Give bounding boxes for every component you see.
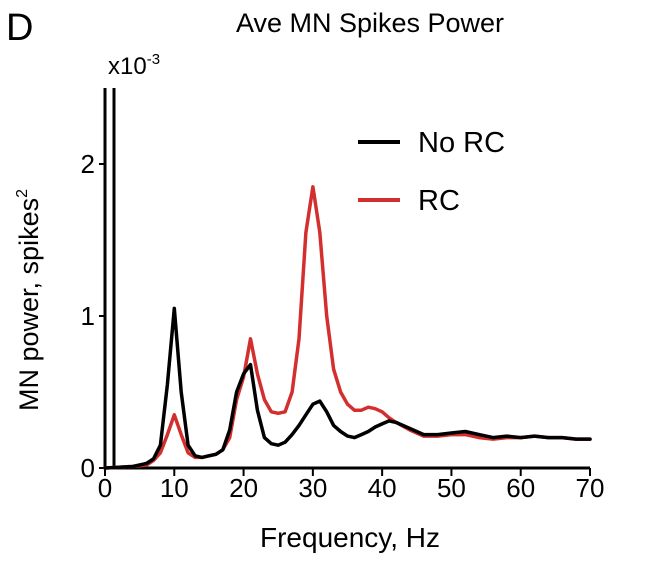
x-tick-label: 40 [368,473,397,503]
legend: No RC RC [358,127,505,217]
series-line-rc [103,185,592,470]
panel-label: D [6,7,33,49]
y-scale-base: x10 [108,53,147,80]
series-lines [103,185,592,470]
x-ticks: 0 10 20 30 40 50 60 70 [98,468,605,503]
x-tick-label: 0 [98,473,112,503]
x-tick-label: 60 [506,473,535,503]
y-tick-label: 2 [81,149,95,179]
y-tick-label: 0 [81,453,95,483]
y-axis-label: MN power, spikes2 [14,189,44,411]
axes [103,88,590,470]
y-axis-label-group: MN power, spikes2 [14,189,44,411]
x-tick-label: 30 [298,473,327,503]
x-axis-label: Frequency, Hz [260,522,440,553]
legend-label-no-rc: No RC [418,127,505,159]
y-scale-label: x10-3 [108,51,160,80]
x-tick-label: 10 [160,473,189,503]
x-tick-label: 70 [576,473,605,503]
y-ticks: 0 1 2 [81,149,105,483]
x-tick-label: 50 [437,473,466,503]
series-line-no-rc [103,306,592,470]
legend-label-rc: RC [418,185,460,217]
y-scale-exponent: -3 [147,51,160,68]
y-tick-label: 1 [81,301,95,331]
y-axis-label-superscript: 2 [14,189,31,198]
chart-title: Ave MN Spikes Power [236,8,504,38]
x-tick-label: 20 [229,473,258,503]
y-axis-label-text: MN power, spikes [14,198,44,411]
